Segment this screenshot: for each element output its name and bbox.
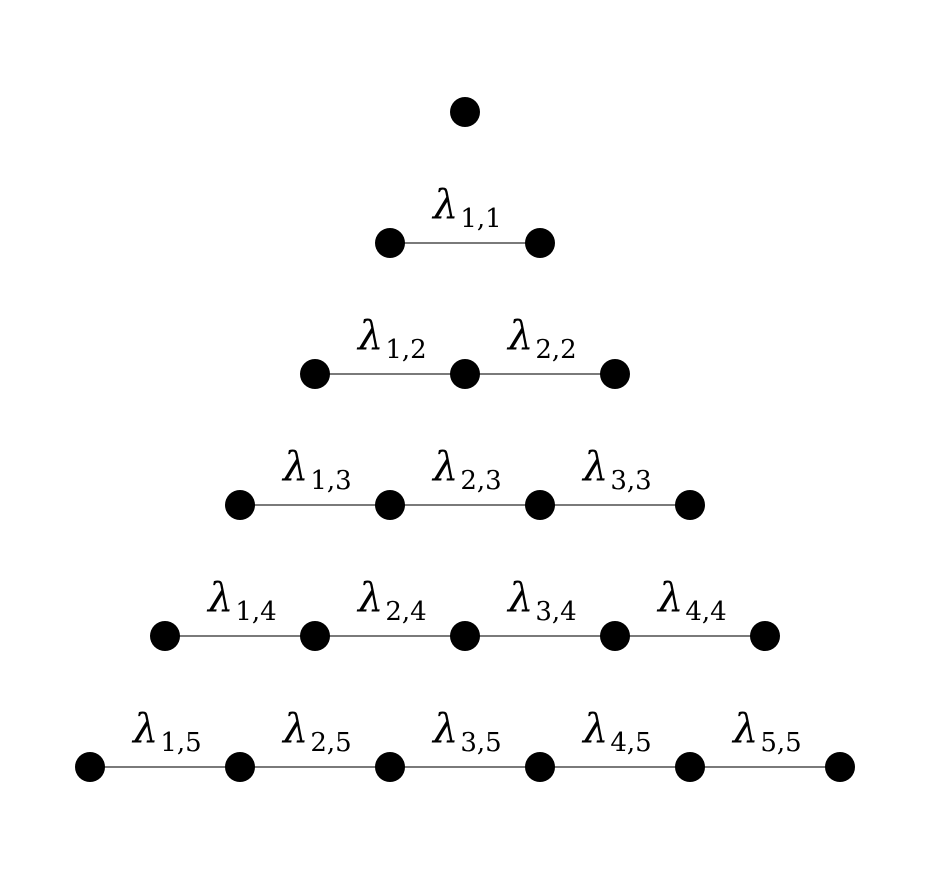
node-3-row-6 (375, 752, 405, 782)
graph-row-4: λ1,3 λ2,3 λ3,3 (225, 444, 705, 520)
node-6-row-6 (825, 752, 855, 782)
graph-row-2: λ1,1 (375, 182, 555, 258)
node-4-row-4 (675, 490, 705, 520)
node-1-row-6 (75, 752, 105, 782)
edge-label-lambda-2-2: λ2,2 (506, 313, 577, 365)
lambda-symbol: λ (431, 182, 458, 228)
edge-label-lambda-3-4: λ3,4 (506, 575, 577, 627)
node-1-row-1 (450, 97, 480, 127)
lambda-symbol: λ (281, 706, 308, 752)
lambda-subscript: 2,4 (385, 597, 426, 627)
lambda-subscript: 4,4 (685, 597, 726, 627)
lambda-subscript: 4,5 (610, 728, 651, 758)
edge-label-lambda-1-1: λ1,1 (431, 182, 502, 234)
graph-row-6: λ1,5 λ2,5 λ3,5 λ4,5 λ5,5 (75, 706, 855, 782)
lambda-symbol: λ (581, 706, 608, 752)
graph-row-3: λ1,2 λ2,2 (300, 313, 630, 389)
node-1-row-3 (300, 359, 330, 389)
edge-label-lambda-2-3: λ2,3 (431, 444, 502, 496)
lambda-subscript: 2,2 (535, 335, 576, 365)
node-2-row-4 (375, 490, 405, 520)
edge-label-lambda-3-3: λ3,3 (581, 444, 652, 496)
edge-label-lambda-1-3: λ1,3 (281, 444, 352, 496)
graph-row-5: λ1,4 λ2,4 λ3,4 λ4,4 (150, 575, 780, 651)
lambda-subscript: 1,2 (385, 335, 426, 365)
lambda-subscript: 1,5 (160, 728, 201, 758)
node-4-row-6 (525, 752, 555, 782)
lambda-symbol: λ (206, 575, 233, 621)
lambda-symbol: λ (281, 444, 308, 490)
edge-label-lambda-1-2: λ1,2 (356, 313, 427, 365)
node-5-row-6 (675, 752, 705, 782)
node-3-row-3 (600, 359, 630, 389)
lambda-subscript: 3,5 (460, 728, 501, 758)
node-3-row-5 (450, 621, 480, 651)
lambda-symbol: λ (131, 706, 158, 752)
lambda-symbol: λ (431, 444, 458, 490)
edge-label-lambda-4-4: λ4,4 (656, 575, 727, 627)
lambda-subscript: 2,3 (460, 466, 501, 496)
lambda-subscript: 1,3 (310, 466, 351, 496)
lambda-subscript: 1,1 (460, 204, 501, 234)
lambda-subscript: 1,4 (235, 597, 276, 627)
lambda-symbol: λ (431, 706, 458, 752)
edge-label-lambda-2-4: λ2,4 (356, 575, 427, 627)
node-5-row-5 (750, 621, 780, 651)
lambda-symbol: λ (356, 575, 383, 621)
node-2-row-5 (300, 621, 330, 651)
node-1-row-2 (375, 228, 405, 258)
edge-label-lambda-4-5: λ4,5 (581, 706, 652, 758)
node-2-row-6 (225, 752, 255, 782)
edge-label-lambda-5-5: λ5,5 (731, 706, 802, 758)
lambda-symbol: λ (731, 706, 758, 752)
node-2-row-3 (450, 359, 480, 389)
graph-row-1 (450, 97, 480, 127)
node-3-row-4 (525, 490, 555, 520)
lambda-symbol: λ (506, 313, 533, 359)
lambda-symbol: λ (356, 313, 383, 359)
lambda-symbol: λ (656, 575, 683, 621)
edge-label-lambda-3-5: λ3,5 (431, 706, 502, 758)
edge-label-lambda-2-5: λ2,5 (281, 706, 352, 758)
node-1-row-4 (225, 490, 255, 520)
lambda-subscript: 3,4 (535, 597, 576, 627)
edge-label-lambda-1-5: λ1,5 (131, 706, 202, 758)
edge-label-lambda-1-4: λ1,4 (206, 575, 277, 627)
lambda-symbol: λ (581, 444, 608, 490)
node-1-row-5 (150, 621, 180, 651)
lambda-subscript: 3,3 (610, 466, 651, 496)
node-2-row-2 (525, 228, 555, 258)
lambda-subscript: 2,5 (310, 728, 351, 758)
lambda-symbol: λ (506, 575, 533, 621)
lambda-subscript: 5,5 (760, 728, 801, 758)
node-4-row-5 (600, 621, 630, 651)
